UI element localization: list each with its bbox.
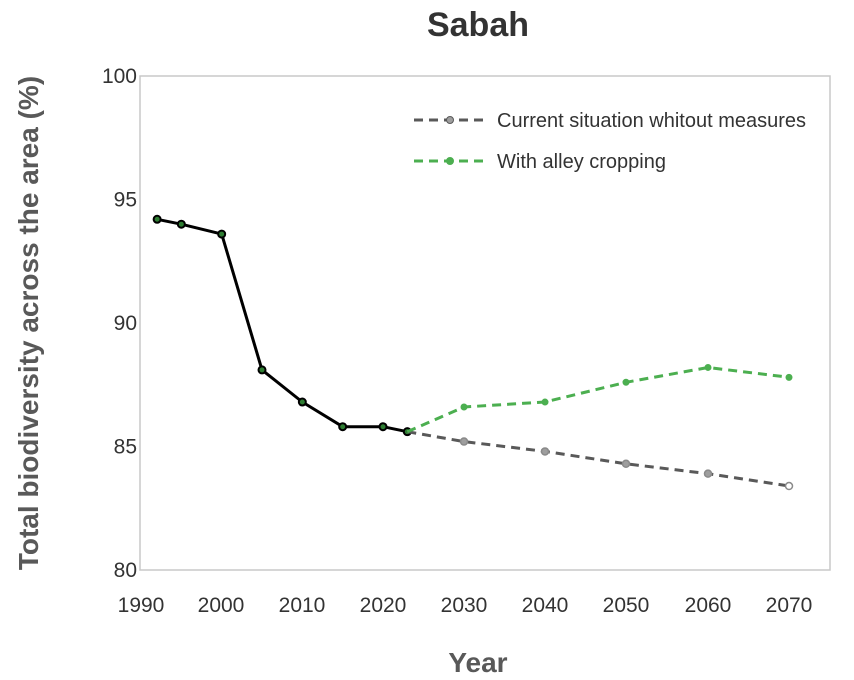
series-point: [257, 365, 267, 375]
x-tick-label: 2020: [360, 594, 407, 617]
x-tick-label: 2060: [685, 594, 732, 617]
series-point: [297, 397, 307, 407]
series-point: [785, 373, 793, 381]
series-point: [338, 422, 348, 432]
y-tick-label: 95: [114, 189, 137, 212]
x-tick-label: 2030: [441, 594, 488, 617]
y-tick-label: 100: [102, 65, 137, 88]
x-axis-title: Year: [448, 647, 507, 678]
legend: Current situation whitout measures With a…: [414, 110, 806, 173]
series-point: [541, 398, 549, 406]
series-point: [622, 378, 630, 386]
chart-title: Sabah: [427, 6, 529, 44]
legend-label: Current situation whitout measures: [497, 110, 806, 132]
x-tick-label: 1990: [118, 594, 165, 617]
series-line-2: [406, 366, 790, 434]
series-layer: [152, 214, 794, 491]
series-point: [176, 219, 186, 229]
y-tick-label: 90: [114, 312, 137, 335]
series-point: [784, 481, 794, 491]
x-tick-label: 2070: [766, 594, 813, 617]
series-line-1: [407, 430, 790, 488]
x-tick-label: 2000: [198, 594, 245, 617]
y-axis-title: Total biodiversity across the area (%): [13, 76, 44, 570]
legend-swatch-marker: [446, 116, 454, 124]
series-point: [540, 447, 550, 456]
legend-label: With alley cropping: [497, 151, 666, 173]
y-axis: 80 85 90 95 100: [102, 65, 137, 582]
plot-area-border: [139, 75, 831, 571]
x-tick-label: 2050: [603, 594, 650, 617]
series-point: [152, 214, 162, 224]
x-tick-label: 2010: [279, 594, 326, 617]
series-point: [621, 459, 631, 469]
series-point: [704, 363, 712, 371]
series-point: [460, 403, 468, 411]
y-tick-label: 85: [114, 436, 137, 459]
series-point: [217, 229, 227, 239]
legend-swatch-marker: [446, 157, 454, 165]
series-line-0: [156, 217, 408, 434]
series-point: [703, 469, 713, 478]
x-axis: 1990 2000 2010 2020 2030 2040 2050 2060 2070: [118, 594, 813, 617]
y-tick-label: 80: [114, 559, 137, 582]
x-tick-label: 2040: [522, 594, 569, 617]
series-point: [459, 437, 469, 446]
series-point: [378, 422, 388, 432]
